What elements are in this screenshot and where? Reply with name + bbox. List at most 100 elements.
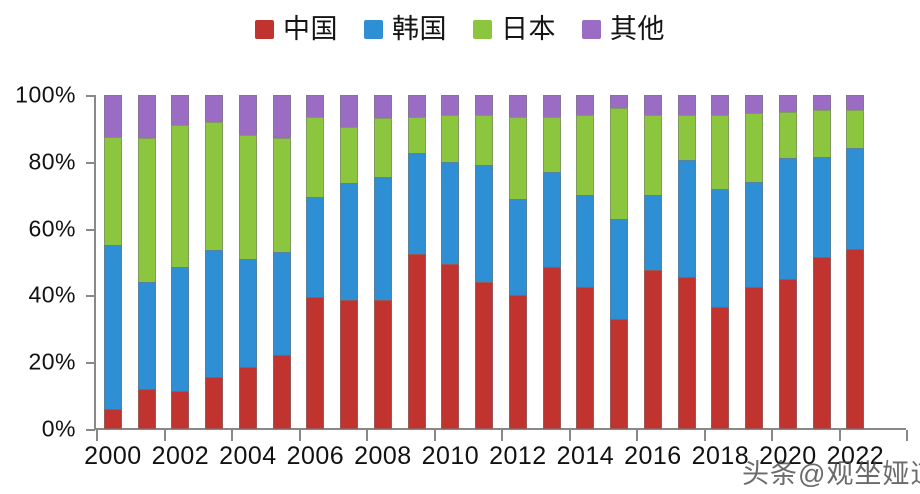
bar-segment-其他-2009[interactable] — [407, 95, 426, 117]
bar-segment-其他-2022[interactable] — [846, 95, 865, 111]
bar-segment-其他-2011[interactable] — [475, 95, 494, 116]
bar-segment-中国-2012[interactable] — [508, 295, 527, 429]
bar-2007[interactable] — [340, 95, 359, 429]
bar-segment-日本-2020[interactable] — [778, 111, 797, 159]
bar-segment-中国-2022[interactable] — [846, 248, 865, 429]
bar-2015[interactable] — [610, 95, 629, 429]
bar-segment-韩国-2002[interactable] — [171, 266, 190, 391]
bar-segment-日本-2000[interactable] — [103, 136, 122, 246]
bar-segment-日本-2002[interactable] — [171, 125, 190, 267]
bar-segment-其他-2016[interactable] — [643, 95, 662, 116]
bar-segment-其他-2002[interactable] — [171, 95, 190, 126]
bar-segment-其他-2000[interactable] — [103, 95, 122, 137]
bar-segment-日本-2001[interactable] — [137, 138, 156, 283]
bar-segment-日本-2015[interactable] — [610, 108, 629, 219]
bar-2002[interactable] — [171, 95, 190, 429]
bar-segment-日本-2008[interactable] — [373, 118, 392, 177]
bar-2010[interactable] — [441, 95, 460, 429]
bar-2003[interactable] — [205, 95, 224, 429]
bar-segment-中国-2021[interactable] — [812, 256, 831, 429]
bar-segment-韩国-2000[interactable] — [103, 245, 122, 409]
bar-2022[interactable] — [846, 95, 865, 429]
bar-2017[interactable] — [677, 95, 696, 429]
bar-segment-韩国-2010[interactable] — [441, 161, 460, 264]
bar-segment-其他-2013[interactable] — [542, 95, 561, 117]
bar-2008[interactable] — [373, 95, 392, 429]
bar-segment-日本-2006[interactable] — [306, 116, 325, 197]
bar-segment-中国-2002[interactable] — [171, 390, 190, 429]
bar-segment-其他-2012[interactable] — [508, 95, 527, 117]
bar-segment-韩国-2022[interactable] — [846, 148, 865, 249]
legend-item-3[interactable]: 其他 — [582, 16, 665, 43]
bar-segment-中国-2013[interactable] — [542, 267, 561, 429]
bar-segment-中国-2019[interactable] — [745, 287, 764, 429]
bar-segment-韩国-2008[interactable] — [373, 176, 392, 301]
bar-segment-中国-2004[interactable] — [238, 367, 257, 429]
bar-2016[interactable] — [643, 95, 662, 429]
bar-segment-中国-2010[interactable] — [441, 263, 460, 429]
bar-2001[interactable] — [137, 95, 156, 429]
bar-segment-韩国-2015[interactable] — [610, 218, 629, 319]
bar-segment-其他-2003[interactable] — [205, 95, 224, 122]
bar-2020[interactable] — [778, 95, 797, 429]
bar-2023[interactable] — [880, 95, 898, 429]
bar-segment-韩国-2017[interactable] — [677, 160, 696, 277]
bar-segment-日本-2009[interactable] — [407, 116, 426, 154]
bar-segment-韩国-2019[interactable] — [745, 181, 764, 288]
bar-segment-其他-2019[interactable] — [745, 95, 764, 114]
bar-segment-日本-2011[interactable] — [475, 115, 494, 166]
bar-segment-韩国-2020[interactable] — [778, 158, 797, 279]
bar-segment-中国-2014[interactable] — [576, 287, 595, 429]
bar-segment-日本-2010[interactable] — [441, 115, 460, 162]
bar-segment-日本-2013[interactable] — [542, 116, 561, 172]
bar-segment-韩国-2007[interactable] — [340, 183, 359, 301]
bar-segment-其他-2005[interactable] — [272, 95, 291, 139]
legend-item-0[interactable]: 中国 — [255, 16, 338, 43]
bar-segment-其他-2007[interactable] — [340, 95, 359, 127]
bar-segment-其他-2008[interactable] — [373, 95, 392, 119]
bar-segment-其他-2021[interactable] — [812, 95, 831, 111]
bar-segment-中国-2018[interactable] — [711, 307, 730, 429]
bar-segment-中国-2000[interactable] — [103, 408, 122, 429]
bar-segment-中国-2020[interactable] — [778, 278, 797, 429]
bar-segment-韩国-2001[interactable] — [137, 282, 156, 389]
bar-segment-韩国-2006[interactable] — [306, 196, 325, 298]
bar-2012[interactable] — [508, 95, 527, 429]
bar-segment-韩国-2013[interactable] — [542, 171, 561, 267]
bar-segment-中国-2016[interactable] — [643, 270, 662, 429]
bar-2005[interactable] — [272, 95, 291, 429]
bar-segment-其他-2015[interactable] — [610, 95, 629, 109]
bar-segment-韩国-2005[interactable] — [272, 251, 291, 356]
bar-segment-日本-2007[interactable] — [340, 126, 359, 184]
bar-2013[interactable] — [542, 95, 561, 429]
bar-2006[interactable] — [306, 95, 325, 429]
bar-segment-中国-2017[interactable] — [677, 277, 696, 429]
bar-2014[interactable] — [576, 95, 595, 429]
bar-segment-韩国-2009[interactable] — [407, 153, 426, 254]
bar-2004[interactable] — [238, 95, 257, 429]
bar-segment-日本-2022[interactable] — [846, 110, 865, 149]
bar-segment-日本-2021[interactable] — [812, 110, 831, 157]
bar-segment-韩国-2003[interactable] — [205, 250, 224, 378]
bar-segment-其他-2017[interactable] — [677, 95, 696, 116]
bar-segment-日本-2019[interactable] — [745, 113, 764, 182]
bar-segment-中国-2007[interactable] — [340, 300, 359, 429]
bar-segment-中国-2003[interactable] — [205, 377, 224, 429]
bar-segment-中国-2011[interactable] — [475, 282, 494, 429]
bar-segment-日本-2012[interactable] — [508, 116, 527, 199]
bar-segment-中国-2006[interactable] — [306, 297, 325, 429]
bar-segment-韩国-2021[interactable] — [812, 156, 831, 257]
bar-segment-中国-2009[interactable] — [407, 253, 426, 429]
bar-segment-日本-2014[interactable] — [576, 115, 595, 196]
bar-2021[interactable] — [812, 95, 831, 429]
bar-segment-中国-2008[interactable] — [373, 300, 392, 429]
legend-item-2[interactable]: 日本 — [473, 16, 556, 43]
bar-segment-日本-2017[interactable] — [677, 115, 696, 161]
bar-segment-其他-2020[interactable] — [778, 95, 797, 112]
bar-segment-韩国-2012[interactable] — [508, 198, 527, 296]
bar-2000[interactable] — [103, 95, 122, 429]
bar-2011[interactable] — [475, 95, 494, 429]
bar-segment-韩国-2004[interactable] — [238, 258, 257, 368]
bar-2009[interactable] — [407, 95, 426, 429]
bar-segment-其他-2018[interactable] — [711, 95, 730, 116]
